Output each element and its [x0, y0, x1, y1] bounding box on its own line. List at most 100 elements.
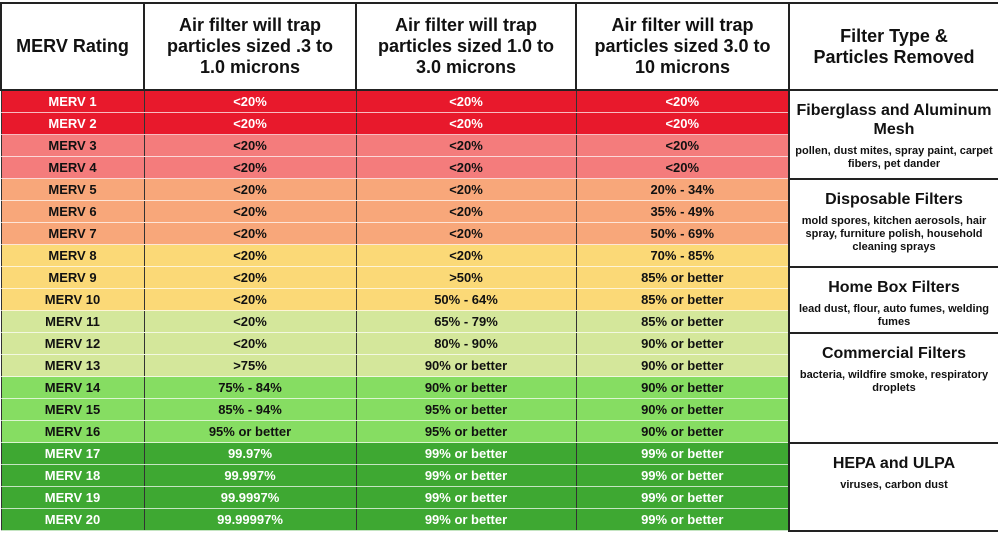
efficiency-cell: 95% or better — [355, 398, 576, 421]
merv-rating: MERV 13 — [0, 354, 144, 377]
efficiency-cell: 99% or better — [575, 464, 789, 487]
efficiency-cell: 99% or better — [355, 464, 576, 487]
merv-rating: MERV 10 — [0, 288, 144, 311]
efficiency-cell: <20% — [575, 90, 789, 113]
efficiency-cell: 99.9997% — [143, 486, 356, 509]
table-row: MERV 18 99.997% 99% or better 99% or better — [0, 464, 998, 487]
merv-rating: MERV 19 — [0, 486, 144, 509]
efficiency-cell: <20% — [143, 332, 356, 355]
efficiency-cell: 90% or better — [355, 354, 576, 377]
table-row: MERV 15 85% - 94% 95% or better 90% or bett… — [0, 398, 998, 421]
efficiency-cell: 20% - 34% — [575, 178, 789, 201]
efficiency-cell: <20% — [143, 112, 356, 135]
filter-type-cell: Disposable Filters mold spores, kitchen a… — [788, 177, 998, 268]
efficiency-cell: 85% - 94% — [143, 398, 356, 421]
efficiency-cell: 65% - 79% — [355, 310, 576, 333]
efficiency-cell: 85% or better — [575, 288, 789, 311]
filter-type-cell: Home Box Filters lead dust, flour, auto f… — [788, 265, 998, 334]
table-row: MERV 7 <20% <20% 50% - 69% — [0, 222, 998, 245]
table-row: MERV 6 <20% <20% 35% - 49% — [0, 200, 998, 223]
filter-type-title: Disposable Filters — [825, 190, 963, 208]
table-row: MERV 12 <20% 80% - 90% 90% or better Commerc… — [0, 331, 998, 444]
merv-rating: MERV 12 — [0, 332, 144, 355]
efficiency-cell: <20% — [355, 112, 576, 135]
filter-type-description: pollen, dust mites, spray paint, carpet … — [795, 145, 993, 170]
merv-rating: MERV 16 — [0, 420, 144, 443]
merv-rating: MERV 9 — [0, 266, 144, 289]
efficiency-cell: <20% — [143, 90, 356, 113]
merv-rating: MERV 3 — [0, 134, 144, 157]
merv-rating: MERV 20 — [0, 508, 144, 531]
efficiency-cell: 90% or better — [575, 332, 789, 355]
filter-type-cell: Fiberglass and Aluminum Mesh pollen, dust… — [788, 89, 998, 180]
efficiency-cell: <20% — [355, 178, 576, 201]
efficiency-cell: 99.997% — [143, 464, 356, 487]
filter-type-description: viruses, carbon dust — [840, 478, 948, 491]
efficiency-cell: <20% — [355, 90, 576, 113]
merv-rating: MERV 1 — [0, 90, 144, 113]
efficiency-cell: <20% — [575, 112, 789, 135]
efficiency-cell: 95% or better — [355, 420, 576, 443]
efficiency-cell: <20% — [143, 244, 356, 267]
efficiency-cell: 99% or better — [355, 442, 576, 465]
efficiency-cell: <20% — [143, 156, 356, 179]
table-row: MERV 9 <20% >50% 85% or better Home Box Filt… — [0, 265, 998, 334]
merv-table: MERV Rating Air filter will trap particle… — [0, 2, 998, 532]
efficiency-cell: 75% - 84% — [143, 376, 356, 399]
table-row: MERV 10 <20% 50% - 64% 85% or better — [0, 288, 998, 311]
efficiency-cell: <20% — [355, 244, 576, 267]
efficiency-cell: <20% — [355, 200, 576, 223]
efficiency-cell: 99% or better — [575, 486, 789, 509]
header-cell: Air filter will trap particles sized 1.0… — [355, 2, 577, 91]
table-header: MERV Rating Air filter will trap particle… — [0, 2, 998, 91]
table-row: MERV 5 <20% <20% 20% - 34% Disposable Filter… — [0, 177, 998, 268]
efficiency-cell: 90% or better — [575, 376, 789, 399]
merv-rating: MERV 15 — [0, 398, 144, 421]
filter-type-cell: HEPA and ULPA viruses, carbon dust — [788, 441, 998, 532]
efficiency-cell: >75% — [143, 354, 356, 377]
table-row: MERV 20 99.99997% 99% or better 99% or bett… — [0, 508, 998, 531]
efficiency-cell: <20% — [143, 200, 356, 223]
merv-rating: MERV 17 — [0, 442, 144, 465]
efficiency-cell: <20% — [143, 266, 356, 289]
efficiency-cell: <20% — [355, 134, 576, 157]
table-row: MERV 2 <20% <20% <20% — [0, 112, 998, 135]
efficiency-cell: 80% - 90% — [355, 332, 576, 355]
merv-rating: MERV 5 — [0, 178, 144, 201]
filter-type-description: bacteria, wildfire smoke, respiratory dr… — [799, 368, 989, 394]
efficiency-cell: <20% — [355, 156, 576, 179]
merv-rating: MERV 7 — [0, 222, 144, 245]
table-row: MERV 19 99.9997% 99% or better 99% or bette… — [0, 486, 998, 509]
efficiency-cell: 99% or better — [575, 442, 789, 465]
efficiency-cell: 35% - 49% — [575, 200, 789, 223]
filter-type-title: HEPA and ULPA — [832, 454, 956, 472]
table-row: MERV 14 75% - 84% 90% or better 90% or bett… — [0, 376, 998, 399]
efficiency-cell: 50% - 69% — [575, 222, 789, 245]
header-cell: Air filter will trap particles sized .3 … — [143, 2, 357, 91]
efficiency-cell: <20% — [143, 288, 356, 311]
efficiency-cell: <20% — [143, 222, 356, 245]
efficiency-cell: 50% - 64% — [355, 288, 576, 311]
efficiency-cell: <20% — [575, 134, 789, 157]
filter-type-cell: Commercial Filters bacteria, wildfire smo… — [788, 331, 998, 444]
efficiency-cell: 90% or better — [575, 420, 789, 443]
merv-rating: MERV 2 — [0, 112, 144, 135]
efficiency-cell: 95% or better — [143, 420, 356, 443]
efficiency-cell: 99% or better — [575, 508, 789, 531]
header-cell: Air filter will trap particles sized 3.0… — [575, 2, 790, 91]
table-row: MERV 8 <20% <20% 70% - 85% — [0, 244, 998, 267]
table-row: MERV 17 99.97% 99% or better 99% or better H… — [0, 441, 998, 532]
efficiency-cell: 85% or better — [575, 266, 789, 289]
efficiency-cell: <20% — [143, 310, 356, 333]
table-row: MERV 4 <20% <20% <20% — [0, 156, 998, 179]
merv-rating: MERV 8 — [0, 244, 144, 267]
efficiency-cell: <20% — [143, 178, 356, 201]
header-cell: Filter Type & Particles Removed — [788, 2, 998, 91]
efficiency-cell: 99% or better — [355, 508, 576, 531]
filter-type-title: Home Box Filters — [828, 278, 960, 296]
merv-rating: MERV 11 — [0, 310, 144, 333]
merv-rating: MERV 18 — [0, 464, 144, 487]
header-cell: MERV Rating — [0, 2, 145, 91]
efficiency-cell: 85% or better — [575, 310, 789, 333]
efficiency-cell: 90% or better — [575, 398, 789, 421]
